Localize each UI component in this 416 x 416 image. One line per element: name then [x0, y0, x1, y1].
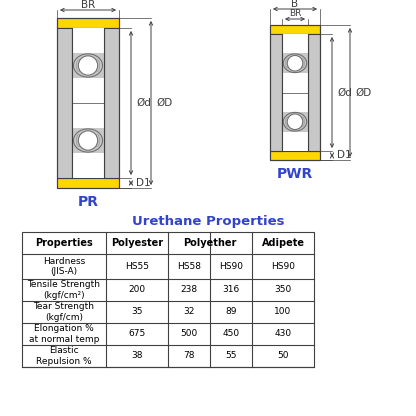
Text: Polyester: Polyester — [111, 238, 163, 248]
Text: HS90: HS90 — [271, 262, 295, 271]
Bar — [308, 34, 320, 151]
Text: 100: 100 — [275, 307, 292, 317]
Text: D1: D1 — [136, 178, 151, 188]
Text: Tear Strength
(kgf/cm): Tear Strength (kgf/cm) — [34, 302, 94, 322]
Text: HS55: HS55 — [125, 262, 149, 271]
Bar — [72, 53, 104, 78]
Text: Ød: Ød — [337, 87, 352, 97]
Text: Elastic
Repulsion %: Elastic Repulsion % — [36, 346, 92, 366]
Text: 200: 200 — [129, 285, 146, 295]
Text: 350: 350 — [275, 285, 292, 295]
Bar — [104, 28, 119, 178]
Text: PR: PR — [77, 195, 99, 209]
Text: PWR: PWR — [277, 167, 313, 181]
Text: D1: D1 — [337, 151, 352, 161]
Text: 238: 238 — [181, 285, 198, 295]
Text: 50: 50 — [277, 352, 289, 361]
Text: 430: 430 — [275, 329, 292, 339]
Bar — [282, 53, 308, 73]
Text: ØD: ØD — [156, 98, 172, 108]
Bar — [22, 232, 314, 367]
Text: 316: 316 — [223, 285, 240, 295]
Text: 55: 55 — [225, 352, 237, 361]
Bar — [270, 25, 320, 160]
Bar — [270, 151, 320, 160]
Text: Ød: Ød — [136, 98, 151, 108]
Bar — [270, 25, 320, 34]
Text: ØD: ØD — [355, 87, 371, 97]
Text: BR: BR — [289, 10, 301, 18]
Text: Properties: Properties — [35, 238, 93, 248]
Bar — [57, 28, 72, 178]
Text: 35: 35 — [131, 307, 143, 317]
Text: 675: 675 — [129, 329, 146, 339]
Bar — [57, 18, 119, 28]
Text: 78: 78 — [183, 352, 195, 361]
Text: 450: 450 — [223, 329, 240, 339]
Circle shape — [78, 56, 98, 75]
Text: 89: 89 — [225, 307, 237, 317]
Text: BR: BR — [81, 0, 95, 10]
Circle shape — [78, 131, 98, 150]
Text: Hardness
(JIS-A): Hardness (JIS-A) — [43, 257, 85, 276]
Bar — [57, 178, 119, 188]
Text: 38: 38 — [131, 352, 143, 361]
Text: 32: 32 — [183, 307, 195, 317]
Circle shape — [287, 55, 303, 71]
Bar — [57, 18, 119, 188]
Bar — [282, 111, 308, 132]
Bar — [270, 34, 282, 151]
Bar — [72, 28, 104, 178]
Text: 500: 500 — [181, 329, 198, 339]
Text: B: B — [292, 0, 299, 9]
Text: HS90: HS90 — [219, 262, 243, 271]
Text: Elongation %
at normal temp: Elongation % at normal temp — [29, 324, 99, 344]
Text: Tensile Strength
(kgf/cm²): Tensile Strength (kgf/cm²) — [27, 280, 101, 300]
Circle shape — [287, 114, 303, 129]
Text: Urethane Properties: Urethane Properties — [132, 215, 284, 228]
Bar — [282, 34, 308, 151]
Text: Polyether: Polyether — [183, 238, 237, 248]
Text: HS58: HS58 — [177, 262, 201, 271]
Bar — [72, 128, 104, 153]
Text: Adipete: Adipete — [262, 238, 305, 248]
